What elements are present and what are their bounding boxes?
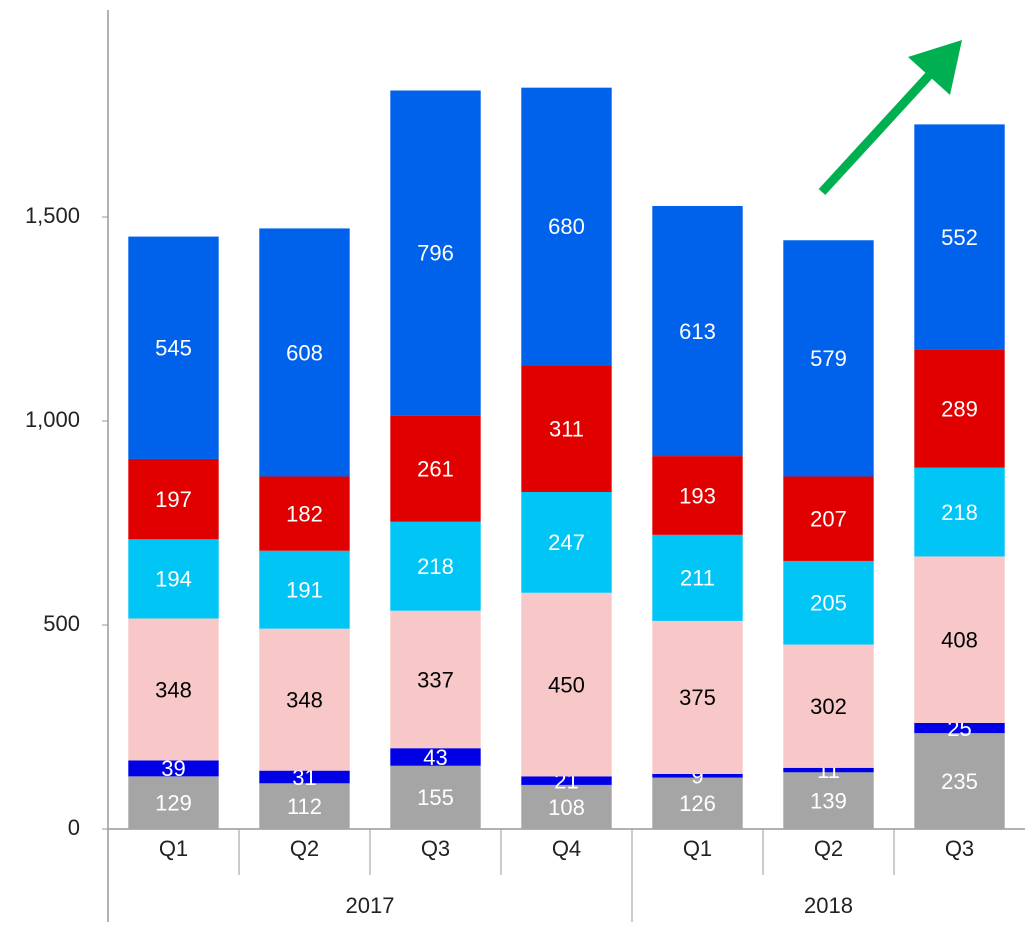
data-label: 126 bbox=[679, 791, 716, 816]
bar-segment bbox=[914, 722, 1005, 734]
data-label: 450 bbox=[548, 672, 585, 697]
bar-segment bbox=[914, 349, 1005, 468]
data-label: 545 bbox=[155, 336, 192, 361]
bar-segment bbox=[390, 765, 481, 829]
data-label: 613 bbox=[679, 319, 716, 344]
bar-segment bbox=[128, 760, 219, 777]
bar-segment bbox=[914, 556, 1005, 723]
bar-segment bbox=[390, 415, 481, 522]
bar-segment bbox=[259, 628, 350, 771]
data-label: 552 bbox=[941, 225, 978, 250]
data-label: 205 bbox=[810, 591, 847, 616]
y-tick-label: 500 bbox=[43, 611, 80, 636]
bar-segment bbox=[652, 205, 743, 457]
bar-segment bbox=[652, 456, 743, 535]
x-tick-label: Q3 bbox=[945, 836, 974, 861]
bar-segment bbox=[390, 90, 481, 416]
data-label: 235 bbox=[941, 769, 978, 794]
bar-segment bbox=[521, 776, 612, 785]
x-tick-label: Q4 bbox=[552, 836, 581, 861]
bar-segment bbox=[259, 228, 350, 477]
bar-segment bbox=[783, 644, 874, 768]
group-label: 2017 bbox=[346, 893, 395, 918]
bar-segment bbox=[521, 491, 612, 593]
y-tick-label: 1,000 bbox=[25, 407, 80, 432]
bar-segment bbox=[783, 240, 874, 477]
data-label: 348 bbox=[286, 687, 323, 712]
bar-segment bbox=[783, 767, 874, 773]
data-label: 218 bbox=[941, 500, 978, 525]
x-tick-label: Q2 bbox=[814, 836, 843, 861]
data-label: 302 bbox=[810, 694, 847, 719]
bar-segment bbox=[259, 550, 350, 629]
data-label: 155 bbox=[417, 785, 454, 810]
bar-segment bbox=[914, 733, 1005, 829]
data-label: 375 bbox=[679, 685, 716, 710]
data-label: 261 bbox=[417, 456, 454, 481]
bar-segment bbox=[521, 365, 612, 492]
data-label: 193 bbox=[679, 483, 716, 508]
data-label: 182 bbox=[286, 501, 323, 526]
bar-segment bbox=[259, 770, 350, 784]
data-label: 112 bbox=[287, 794, 322, 819]
bar-segment bbox=[128, 539, 219, 619]
bar-segment bbox=[128, 236, 219, 459]
bar-segment bbox=[652, 534, 743, 621]
data-label: 207 bbox=[810, 507, 847, 532]
data-label: 218 bbox=[417, 554, 454, 579]
data-label: 608 bbox=[286, 340, 323, 365]
bar-segment bbox=[914, 124, 1005, 350]
data-label: 139 bbox=[810, 788, 847, 813]
bar-segment bbox=[259, 476, 350, 551]
data-label: 408 bbox=[941, 628, 978, 653]
x-tick-label: Q2 bbox=[290, 836, 319, 861]
bar-segment bbox=[390, 521, 481, 611]
bar-segment bbox=[652, 620, 743, 774]
data-label: 194 bbox=[155, 567, 192, 592]
y-tick-label: 1,500 bbox=[25, 203, 80, 228]
data-label: 289 bbox=[941, 396, 978, 421]
trend-arrow bbox=[818, 40, 962, 196]
bar-segment bbox=[128, 618, 219, 761]
data-label: 108 bbox=[548, 795, 585, 820]
data-label: 311 bbox=[549, 416, 584, 441]
data-label: 191 bbox=[286, 578, 323, 603]
bar-segment bbox=[783, 772, 874, 829]
x-tick-label: Q3 bbox=[421, 836, 450, 861]
data-label: 247 bbox=[548, 530, 585, 555]
x-tick-label: Q1 bbox=[683, 836, 712, 861]
bar-segment bbox=[914, 467, 1005, 557]
bar-segment bbox=[128, 458, 219, 540]
bar-segment bbox=[259, 783, 350, 829]
bar-segment bbox=[521, 592, 612, 777]
data-label: 796 bbox=[417, 241, 454, 266]
y-tick-label: 0 bbox=[68, 815, 80, 840]
bar-segment bbox=[390, 610, 481, 749]
bar-segment bbox=[390, 748, 481, 766]
group-label: 2018 bbox=[804, 893, 853, 918]
bar-segment bbox=[652, 777, 743, 829]
data-label: 43 bbox=[423, 745, 447, 770]
bar-segment bbox=[783, 560, 874, 645]
bar-segment bbox=[783, 476, 874, 561]
data-label: 337 bbox=[417, 667, 454, 692]
data-label: 211 bbox=[680, 566, 715, 591]
data-label: 680 bbox=[548, 214, 585, 239]
x-tick-label: Q1 bbox=[159, 836, 188, 861]
data-label: 579 bbox=[810, 346, 847, 371]
bar-segment bbox=[652, 773, 743, 778]
data-label: 129 bbox=[155, 790, 192, 815]
bar-segment bbox=[128, 776, 219, 829]
bar-segment bbox=[521, 784, 612, 829]
data-label: 197 bbox=[155, 487, 192, 512]
bar-segment bbox=[521, 87, 612, 366]
data-label: 348 bbox=[155, 677, 192, 702]
